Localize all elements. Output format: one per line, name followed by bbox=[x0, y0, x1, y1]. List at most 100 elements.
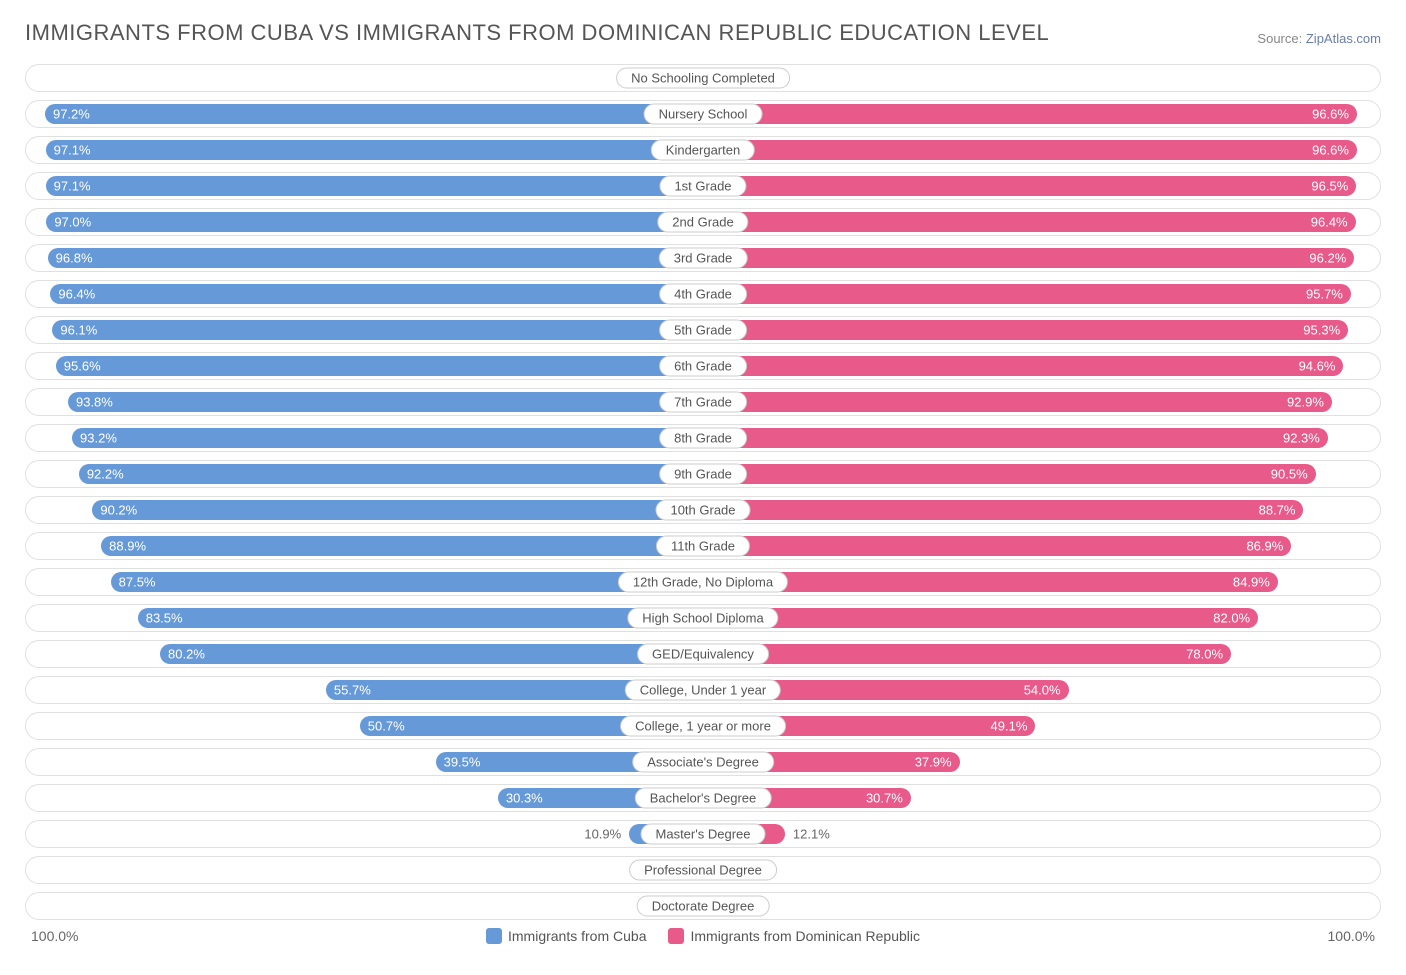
chart-row: 88.9%86.9%11th Grade bbox=[25, 532, 1381, 560]
chart-row: 55.7%54.0%College, Under 1 year bbox=[25, 676, 1381, 704]
value-label-left: 92.2% bbox=[87, 467, 124, 482]
value-label-left: 96.1% bbox=[60, 323, 97, 338]
bar-left bbox=[50, 284, 703, 304]
source-label: Source: bbox=[1257, 31, 1302, 46]
bar-right bbox=[703, 536, 1291, 556]
category-label: 2nd Grade bbox=[657, 212, 748, 233]
bar-right bbox=[703, 644, 1231, 664]
bar-left bbox=[48, 248, 703, 268]
bar-right bbox=[703, 428, 1328, 448]
chart-row: 93.2%92.3%8th Grade bbox=[25, 424, 1381, 452]
axis-max-left: 100.0% bbox=[31, 928, 78, 944]
chart-row: 90.2% 88.7% 10th Grade bbox=[25, 496, 1381, 524]
value-label-left: 90.2% bbox=[100, 503, 137, 518]
bar-left bbox=[46, 176, 703, 196]
value-label-right: 95.3% bbox=[1303, 323, 1340, 338]
bar-left bbox=[160, 644, 703, 664]
bar-left bbox=[46, 140, 703, 160]
chart-row: 97.1% 96.6% Kindergarten bbox=[25, 136, 1381, 164]
value-label-left: 97.1% bbox=[54, 143, 91, 158]
bar-right bbox=[703, 284, 1351, 304]
value-label-right: 37.9% bbox=[915, 755, 952, 770]
value-label-left: 96.4% bbox=[58, 287, 95, 302]
legend-label-right: Immigrants from Dominican Republic bbox=[690, 928, 920, 944]
category-label: Kindergarten bbox=[651, 140, 755, 161]
value-label-left: 97.0% bbox=[54, 215, 91, 230]
category-label: Professional Degree bbox=[629, 860, 777, 881]
chart-row: 87.5% 84.9% 12th Grade, No Diploma bbox=[25, 568, 1381, 596]
value-label-left: 97.2% bbox=[53, 107, 90, 122]
value-label-right: 96.2% bbox=[1309, 251, 1346, 266]
chart-row: 97.1% 96.5% 1st Grade bbox=[25, 172, 1381, 200]
value-label-left: 10.9% bbox=[584, 827, 621, 842]
value-label-left: 87.5% bbox=[119, 575, 156, 590]
value-label-right: 90.5% bbox=[1271, 467, 1308, 482]
value-label-right: 92.9% bbox=[1287, 395, 1324, 410]
bar-right bbox=[703, 356, 1343, 376]
value-label-left: 95.6% bbox=[64, 359, 101, 374]
value-label-left: 83.5% bbox=[146, 611, 183, 626]
value-label-left: 93.2% bbox=[80, 431, 117, 446]
value-label-right: 30.7% bbox=[866, 791, 903, 806]
bar-right bbox=[703, 248, 1354, 268]
value-label-right: 88.7% bbox=[1259, 503, 1296, 518]
category-label: GED/Equivalency bbox=[637, 644, 769, 665]
value-label-right: 84.9% bbox=[1233, 575, 1270, 590]
bar-left bbox=[79, 464, 703, 484]
legend-swatch-right bbox=[668, 928, 684, 944]
category-label: 10th Grade bbox=[655, 500, 750, 521]
source-link[interactable]: ZipAtlas.com bbox=[1306, 31, 1381, 46]
value-label-left: 80.2% bbox=[168, 647, 205, 662]
chart-row: 95.6%94.6%6th Grade bbox=[25, 352, 1381, 380]
chart-row: 50.7% 49.1% College, 1 year or more bbox=[25, 712, 1381, 740]
diverging-bar-chart: 2.8%3.4%No Schooling Completed 97.2% 96.6%… bbox=[25, 64, 1381, 920]
bar-left bbox=[45, 104, 703, 124]
category-label: 5th Grade bbox=[659, 320, 747, 341]
bar-right bbox=[703, 608, 1258, 628]
category-label: 12th Grade, No Diploma bbox=[618, 572, 788, 593]
category-label: 1st Grade bbox=[659, 176, 746, 197]
category-label: Master's Degree bbox=[641, 824, 766, 845]
chart-row: 30.3%30.7%Bachelor's Degree bbox=[25, 784, 1381, 812]
bar-right bbox=[703, 176, 1356, 196]
bar-right bbox=[703, 392, 1332, 412]
chart-row: 39.5%37.9%Associate's Degree bbox=[25, 748, 1381, 776]
value-label-right: 96.6% bbox=[1312, 143, 1349, 158]
category-label: High School Diploma bbox=[627, 608, 778, 629]
value-label-right: 96.6% bbox=[1312, 107, 1349, 122]
chart-row: 93.8%92.9%7th Grade bbox=[25, 388, 1381, 416]
chart-row: 80.2%78.0%GED/Equivalency bbox=[25, 640, 1381, 668]
legend-item-left: Immigrants from Cuba bbox=[486, 928, 646, 944]
category-label: 4th Grade bbox=[659, 284, 747, 305]
value-label-right: 96.5% bbox=[1311, 179, 1348, 194]
category-label: Nursery School bbox=[644, 104, 763, 125]
value-label-right: 54.0% bbox=[1024, 683, 1061, 698]
chart-title: IMMIGRANTS FROM CUBA VS IMMIGRANTS FROM … bbox=[25, 20, 1049, 46]
chart-row: 97.2% 96.6% Nursery School bbox=[25, 100, 1381, 128]
chart-row: 2.8%3.4%No Schooling Completed bbox=[25, 64, 1381, 92]
value-label-left: 97.1% bbox=[54, 179, 91, 194]
value-label-left: 30.3% bbox=[506, 791, 543, 806]
value-label-left: 93.8% bbox=[76, 395, 113, 410]
chart-header: IMMIGRANTS FROM CUBA VS IMMIGRANTS FROM … bbox=[25, 20, 1381, 46]
value-label-left: 96.8% bbox=[56, 251, 93, 266]
category-label: College, Under 1 year bbox=[625, 680, 781, 701]
value-label-left: 50.7% bbox=[368, 719, 405, 734]
value-label-right: 49.1% bbox=[991, 719, 1028, 734]
chart-row: 97.0%96.4%2nd Grade bbox=[25, 208, 1381, 236]
chart-row: 83.5%82.0%High School Diploma bbox=[25, 604, 1381, 632]
bar-right bbox=[703, 464, 1316, 484]
category-label: Doctorate Degree bbox=[637, 896, 770, 917]
category-label: College, 1 year or more bbox=[620, 716, 786, 737]
bar-left bbox=[138, 608, 703, 628]
chart-row: 96.4%95.7%4th Grade bbox=[25, 280, 1381, 308]
category-label: Associate's Degree bbox=[632, 752, 774, 773]
category-label: 9th Grade bbox=[659, 464, 747, 485]
value-label-left: 88.9% bbox=[109, 539, 146, 554]
category-label: No Schooling Completed bbox=[616, 68, 790, 89]
bar-right bbox=[703, 572, 1278, 592]
legend-label-left: Immigrants from Cuba bbox=[508, 928, 646, 944]
bar-right bbox=[703, 212, 1356, 232]
category-label: 8th Grade bbox=[659, 428, 747, 449]
chart-row: 96.1% 95.3% 5th Grade bbox=[25, 316, 1381, 344]
